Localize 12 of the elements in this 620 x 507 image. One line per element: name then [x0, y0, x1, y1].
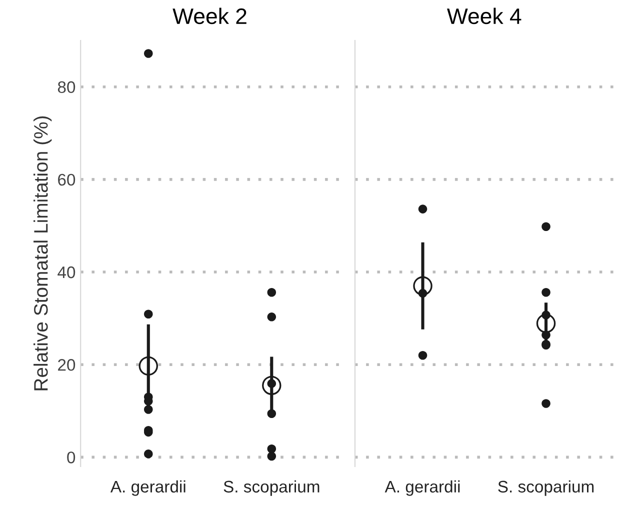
- x-tick-label: A. gerardii: [110, 480, 186, 496]
- y-tick-label: 60: [58, 174, 76, 186]
- y-axis-title: Relative Stomatal Limitation (%): [34, 116, 52, 390]
- y-tick-label: 80: [58, 81, 76, 94]
- y-tick-label: 20: [58, 359, 76, 371]
- y-tick-label: 40: [58, 266, 76, 278]
- x-tick-label: S. scoparium: [224, 480, 320, 496]
- chart-title: Week 2: [172, 8, 246, 24]
- x-tick-label: A. gerardii: [384, 480, 460, 496]
- chart-title: Week 4: [447, 8, 522, 24]
- x-tick-label: S. scoparium: [498, 480, 594, 496]
- y-tick-label: 0: [67, 452, 76, 464]
